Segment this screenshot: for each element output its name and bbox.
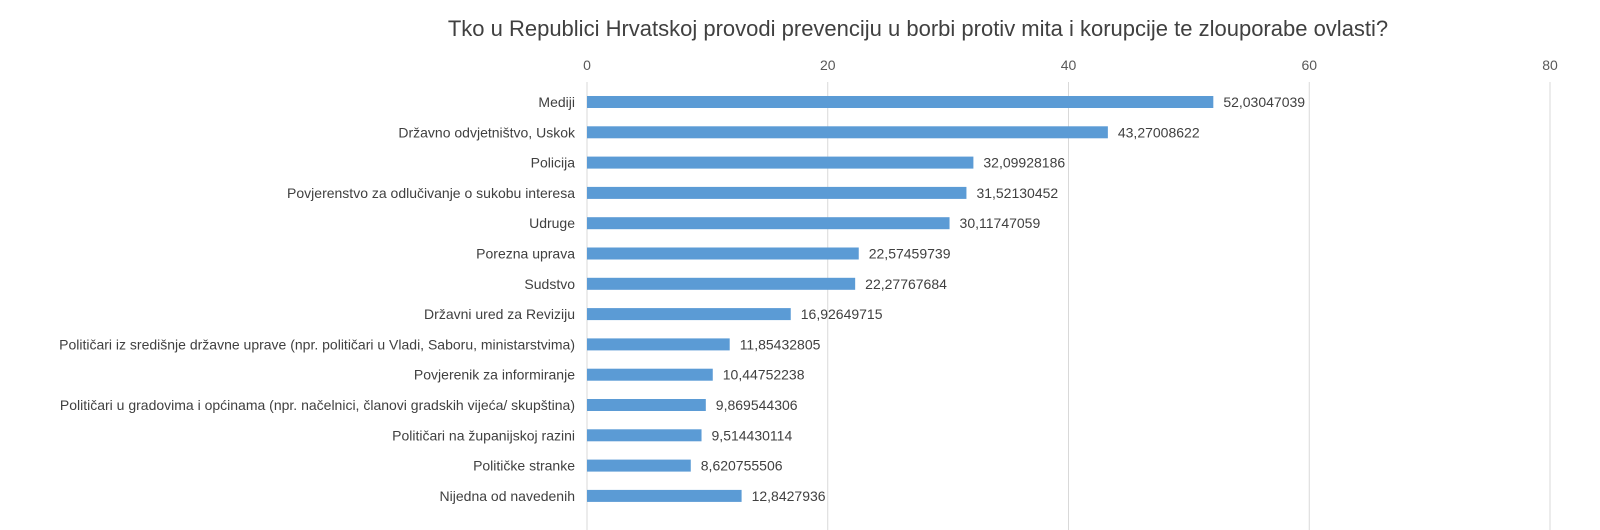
category-label: Političari iz središnje državne uprave (… [59, 336, 575, 352]
data-label: 9,869544306 [716, 397, 798, 413]
x-tick-label: 20 [820, 57, 836, 73]
data-label: 30,11747059 [960, 215, 1041, 231]
x-tick-label: 80 [1542, 57, 1558, 73]
category-label: Udruge [529, 215, 575, 231]
bar [587, 126, 1108, 139]
x-axis-ticks: 0 20 40 60 80 [583, 57, 1558, 73]
bar [587, 489, 742, 502]
bar [587, 96, 1214, 108]
bar [587, 156, 974, 169]
category-label: Državni ured za Reviziju [424, 306, 575, 322]
category-label: Političari u gradovima i općinama (npr. … [60, 397, 575, 413]
data-label: 52,03047039 [1223, 94, 1305, 110]
data-label: 22,57459739 [869, 246, 951, 262]
category-label: Policija [531, 155, 576, 171]
data-label: 31,52130452 [976, 185, 1058, 201]
bars [587, 96, 1214, 502]
x-tick-label: 40 [1061, 57, 1077, 73]
data-label: 9,514430114 [712, 427, 793, 443]
data-label: 16,92649715 [801, 306, 883, 322]
x-tick-label: 0 [583, 57, 591, 73]
data-label: 11,85432805 [740, 336, 821, 352]
data-label: 43,27008622 [1118, 124, 1200, 140]
category-labels: Mediji Državno odvjetništvo, Uskok Policij… [59, 94, 576, 504]
bar [587, 368, 713, 381]
category-label: Povjerenik za informiranje [414, 367, 575, 383]
category-label: Nijedna od navedenih [440, 488, 575, 504]
data-label: 12,8427936 [752, 488, 826, 504]
category-label: Državno odvjetništvo, Uskok [398, 124, 576, 140]
x-tick-label: 60 [1301, 57, 1317, 73]
category-label: Porezna uprava [476, 246, 575, 262]
data-label: 10,44752238 [723, 367, 805, 383]
data-label: 32,09928186 [983, 155, 1065, 171]
value-labels: 52,03047039 43,27008622 32,09928186 31,5213… [701, 94, 1306, 504]
bar [587, 459, 691, 472]
bar [587, 217, 950, 230]
bar [587, 399, 706, 411]
bar [587, 186, 967, 199]
data-label: 22,27767684 [865, 276, 947, 292]
bar [587, 247, 859, 260]
bar [587, 277, 856, 290]
category-label: Političari na županijskoj razini [392, 427, 575, 443]
category-label: Mediji [538, 94, 575, 110]
category-label: Povjerenstvo za odlučivanje o sukobu int… [287, 185, 575, 201]
data-label: 8,620755506 [701, 458, 783, 474]
chart-title: Tko u Republici Hrvatskoj provodi preven… [448, 16, 1388, 41]
bar [587, 308, 791, 321]
bar [587, 338, 730, 351]
category-label: Sudstvo [524, 276, 575, 292]
bar [587, 429, 702, 442]
category-label: Političke stranke [473, 458, 575, 474]
